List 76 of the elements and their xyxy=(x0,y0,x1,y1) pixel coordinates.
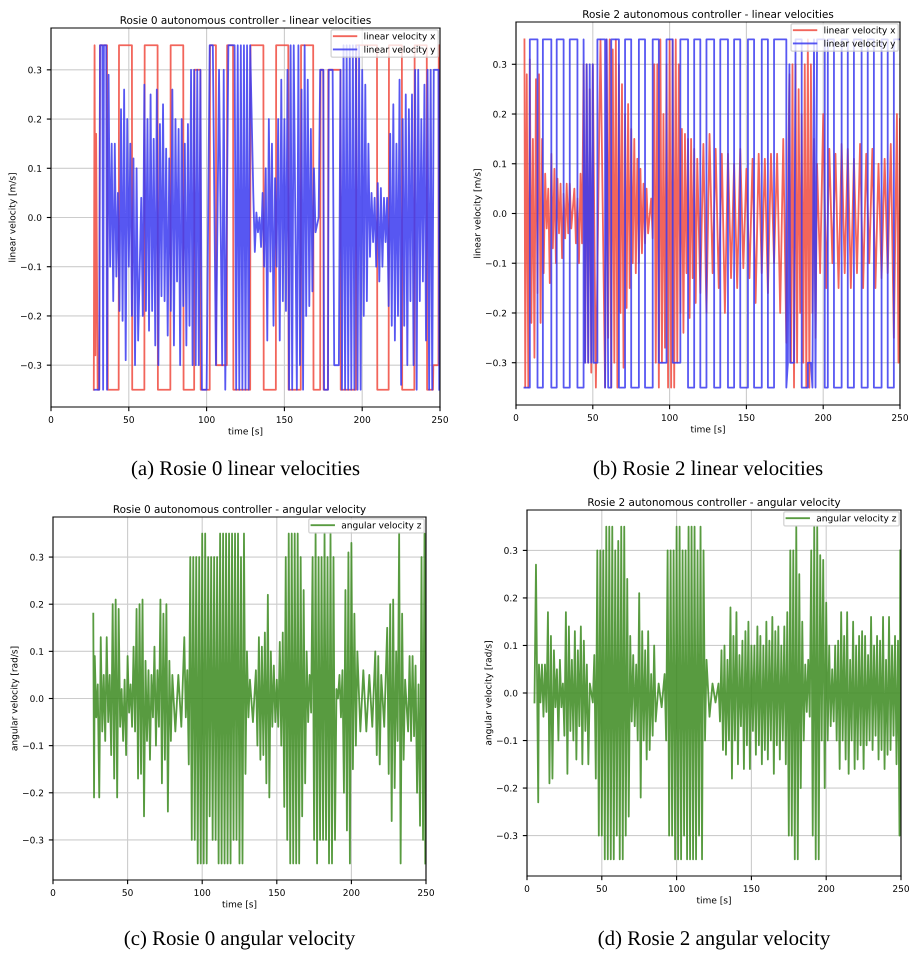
y-tick-label: 0.3 xyxy=(30,554,44,561)
y-axis-title: linear velocity [m/s] xyxy=(8,173,18,262)
y-axis-title: angular velocity [rad/s] xyxy=(10,646,20,751)
y-tick-label: −0.1 xyxy=(497,737,518,744)
y-tick-label: −0.3 xyxy=(497,832,518,840)
chart-title: Rosie 2 autonomous controller - angular velocity xyxy=(588,498,840,508)
x-tick-label: 50 xyxy=(122,889,133,896)
x-tick-label: 150 xyxy=(738,414,754,422)
y-tick-label: 0.2 xyxy=(504,594,518,602)
y-tick-label: −0.3 xyxy=(23,836,44,844)
x-tick-label: 150 xyxy=(269,889,285,896)
y-tick-label: 0.1 xyxy=(28,165,42,172)
text: (b) Rosie 2 linear velocities xyxy=(594,460,822,480)
y-tick-label: −0.2 xyxy=(486,310,506,317)
y-tick-label: 0.2 xyxy=(30,600,44,608)
y-tick-label: 0.2 xyxy=(28,116,42,123)
legend-label: linear velocity x xyxy=(364,32,436,42)
legend-label: angular velocity z xyxy=(342,522,422,530)
x-tick-label: 0 xyxy=(524,885,530,892)
x-tick-label: 200 xyxy=(354,416,370,424)
y-axis-title: linear velocity [m/s] xyxy=(474,169,482,258)
chart-title: Rosie 2 autonomous controller - linear velocities xyxy=(583,10,834,18)
x-tick-label: 200 xyxy=(818,885,834,892)
y-tick-label: −0.1 xyxy=(23,742,44,750)
legend-label: linear velocity y xyxy=(364,46,436,54)
line-series xyxy=(534,526,901,860)
y-tick-label: −0.2 xyxy=(23,790,44,796)
y-tick-label: 0.0 xyxy=(504,690,518,697)
y-tick-label: −0.3 xyxy=(21,362,42,369)
x-axis-title: time [s] xyxy=(222,900,256,909)
text: (c) Rosie 0 angular velocity xyxy=(124,930,356,950)
x-tick-label: 150 xyxy=(276,416,292,424)
x-tick-label: 50 xyxy=(588,414,598,422)
legend-label: angular velocity z xyxy=(816,514,896,524)
legend-label: linear velocity x xyxy=(824,26,896,36)
line-series xyxy=(92,532,426,864)
x-axis-title: time [s] xyxy=(228,428,262,436)
x-tick-label: 200 xyxy=(343,889,360,896)
y-axis-title: angular velocity [rad/s] xyxy=(484,641,494,746)
y-tick-label: 0.3 xyxy=(504,547,518,554)
x-tick-label: 100 xyxy=(198,416,215,424)
x-tick-label: 250 xyxy=(893,885,910,892)
x-tick-label: 0 xyxy=(514,414,518,422)
x-axis-title: time [s] xyxy=(696,896,731,905)
x-axis-title: time [s] xyxy=(690,426,725,434)
chart-title: Rosie 0 autonomous controller - angular velocity xyxy=(114,504,366,515)
x-tick-label: 200 xyxy=(815,414,832,422)
y-tick-label: 0.2 xyxy=(493,110,506,118)
y-tick-label: 0.3 xyxy=(28,66,42,74)
y-tick-label: 0.1 xyxy=(493,160,506,168)
y-tick-label: −0.2 xyxy=(21,312,42,320)
x-tick-label: 150 xyxy=(744,885,760,892)
x-tick-label: 50 xyxy=(124,416,134,424)
y-tick-label: 0.0 xyxy=(28,214,42,222)
x-tick-label: 100 xyxy=(662,414,678,422)
x-tick-label: 0 xyxy=(50,889,56,896)
y-tick-label: −0.1 xyxy=(21,263,42,270)
x-tick-label: 250 xyxy=(892,414,908,422)
x-tick-label: 250 xyxy=(418,889,434,896)
x-tick-label: 0 xyxy=(48,416,54,424)
y-tick-label: −0.1 xyxy=(486,260,506,267)
x-tick-label: 100 xyxy=(668,885,685,892)
y-tick-label: 0.1 xyxy=(30,648,44,655)
y-tick-label: 0.1 xyxy=(504,642,518,650)
text: (a) Rosie 0 linear velocities xyxy=(132,460,360,480)
legend-label: linear velocity y xyxy=(824,40,896,48)
y-tick-label: 0.3 xyxy=(493,61,506,68)
x-tick-label: 100 xyxy=(194,889,210,896)
y-tick-label: −0.3 xyxy=(486,359,506,366)
text: (d) Rosie 2 angular velocity xyxy=(598,930,830,950)
y-tick-label: 0.0 xyxy=(493,210,506,218)
y-tick-label: −0.2 xyxy=(497,784,518,792)
x-tick-label: 50 xyxy=(596,885,607,892)
x-tick-label: 250 xyxy=(432,416,448,424)
y-tick-label: 0.0 xyxy=(30,695,44,702)
chart-title: Rosie 0 autonomous controller - linear velocities xyxy=(120,16,371,24)
